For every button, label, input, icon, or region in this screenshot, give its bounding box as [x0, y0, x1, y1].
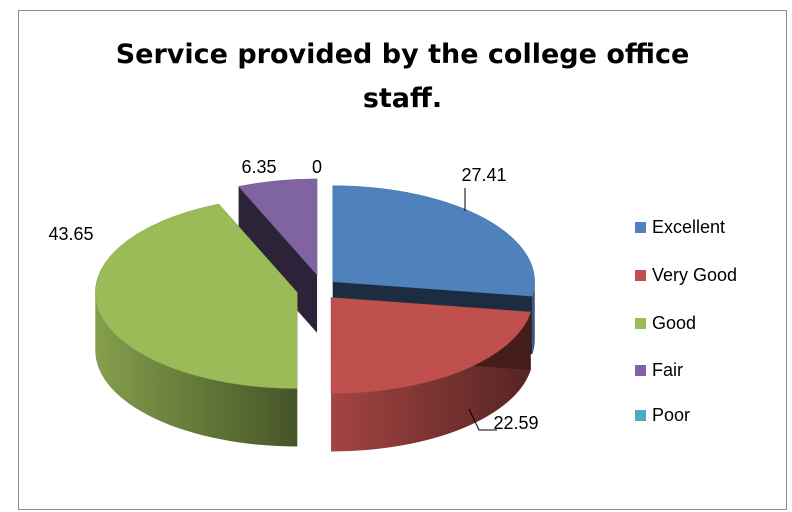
- pie-labels: 27.41 22.59 43.65 6.35 0: [48, 157, 538, 433]
- legend-label-poor: Poor: [652, 404, 691, 425]
- chart-area: Service provided by the college office s…: [18, 10, 787, 510]
- legend-item-fair: Fair: [635, 359, 683, 381]
- legend-swatch-good: [635, 317, 646, 329]
- data-label-good: 43.65: [48, 224, 93, 244]
- pie-side-very-good: [331, 311, 531, 452]
- legend-swatch-poor: [635, 409, 646, 421]
- legend-item-poor: Poor: [635, 404, 690, 426]
- pie-chart: 27.41 22.59 43.65 6.35 0: [48, 157, 539, 452]
- pie-slice-very-good: [330, 297, 532, 394]
- pie-leaders: [464, 188, 497, 431]
- legend-swatch-fair: [635, 364, 646, 376]
- data-label-fair: 6.35: [241, 157, 276, 177]
- pie-slice-excellent: [332, 185, 535, 297]
- legend-label-very-good: Very Good: [652, 264, 738, 285]
- legend-item-excellent: Excellent: [635, 216, 725, 238]
- data-label-very-good: 22.59: [493, 413, 538, 433]
- leader-line-very-good: [468, 408, 497, 431]
- legend-item-good: Good: [635, 312, 696, 334]
- pie-slice-good: [95, 203, 298, 389]
- pie-side-excellent: [532, 281, 535, 355]
- legend-label-fair: Fair: [652, 359, 683, 380]
- legend-swatch-excellent: [635, 221, 646, 233]
- data-label-excellent: 27.41: [461, 165, 506, 185]
- legend-label-excellent: Excellent: [652, 216, 726, 237]
- legend-item-very-good: Very Good: [635, 264, 737, 286]
- data-label-poor: 0: [312, 157, 322, 177]
- pie-tops: [95, 178, 535, 394]
- pie-slice-fair: [238, 178, 318, 276]
- chart-title: Service provided by the college office s…: [115, 39, 690, 114]
- chart-title-wrap: Service provided by the college office s…: [19, 33, 786, 121]
- legend-label-good: Good: [652, 312, 697, 333]
- legend-swatch-very-good: [635, 269, 646, 281]
- pie-side-good: [95, 292, 298, 447]
